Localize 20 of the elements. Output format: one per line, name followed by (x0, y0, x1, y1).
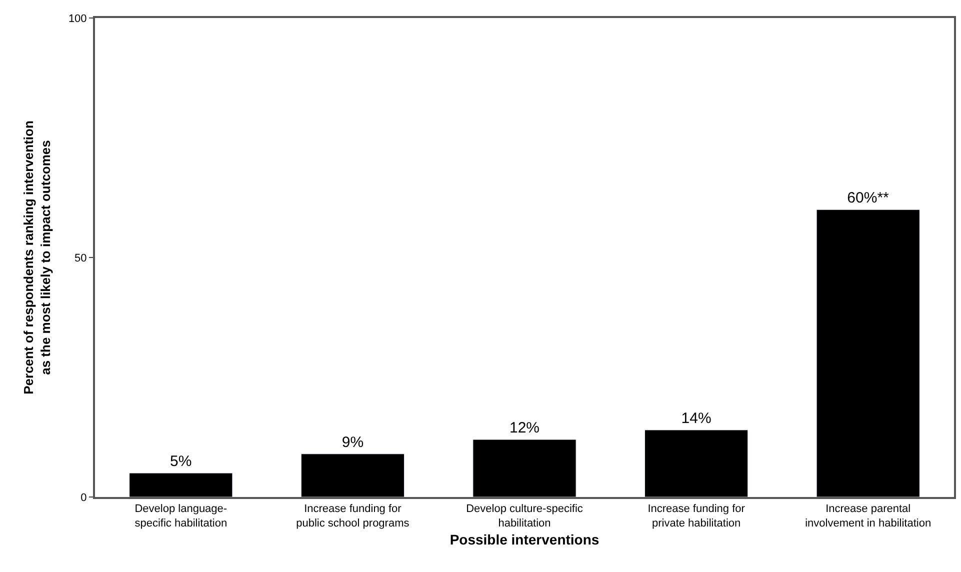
data-label: 5% (170, 453, 192, 470)
bar (816, 209, 920, 497)
bar (300, 454, 404, 497)
y-tick-label: 100 (68, 12, 87, 25)
x-tick-label: Develop language- specific habilitation (134, 503, 228, 530)
data-label: 60%** (847, 190, 890, 207)
x-tick-label: Increase parental involvement in habilitation (805, 503, 932, 530)
x-axis-title: Possible interventions (450, 531, 600, 548)
bar (129, 472, 233, 497)
y-tick-label: 50 (74, 252, 87, 264)
data-label: 12% (509, 420, 540, 437)
x-tick-label: Increase funding for private habilitation (648, 503, 746, 530)
x-tick-label: Develop culture-specific habilitation (466, 503, 584, 530)
y-axis-title: Percent of respondents ranking intervention as the most likely to impact outcomes (20, 120, 53, 394)
x-tick-label: Increase funding for public school programs (296, 503, 410, 530)
bar (644, 430, 748, 497)
y-tick-label: 0 (80, 492, 87, 504)
data-label: 14% (681, 410, 712, 427)
bar (472, 439, 576, 497)
data-label: 9% (342, 434, 364, 451)
